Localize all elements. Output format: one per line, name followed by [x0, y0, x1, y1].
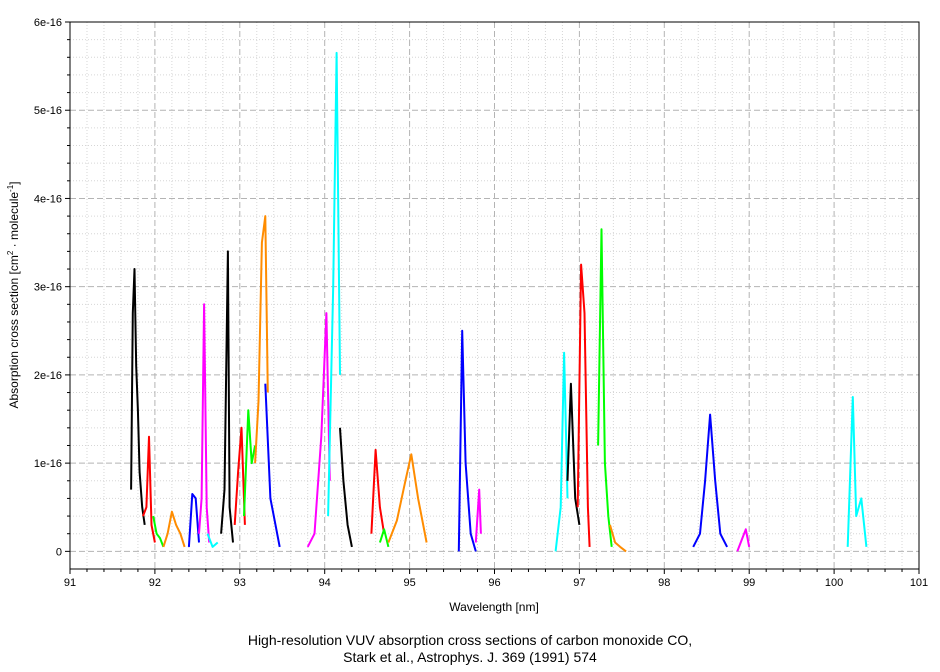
y-axis-ticks: 0 1e-16 2e-16 3e-16 4e-16 5e-16 6e-16: [34, 17, 70, 558]
spectrum-series-line: [378, 528, 390, 548]
spectrum-series-line: [187, 493, 200, 547]
spectrum-series-line: [339, 427, 353, 548]
spectrum-series-line: [387, 453, 428, 543]
spectrum-series-line: [206, 533, 219, 548]
spectrum-series-line: [264, 383, 281, 548]
x-tick-label: 93: [234, 577, 246, 589]
spectrum-series-line: [576, 263, 591, 547]
spectrum-series-line: [457, 329, 477, 552]
spectrum-series-line: [162, 510, 186, 548]
spectra-series: [130, 51, 868, 553]
spectrum-series-line: [220, 250, 234, 543]
spectrum-series-line: [198, 303, 211, 543]
x-tick-label: 91: [64, 577, 76, 589]
caption-line-2: Stark et al., Astrophys. J. 369 (1991) 5…: [343, 649, 597, 665]
y-tick-label: 6e-16: [34, 17, 62, 29]
spectrum-series-line: [306, 312, 331, 548]
y-tick-label: 0: [56, 546, 62, 558]
y-axis-title: Absorption cross section [cm2 · molecule…: [6, 181, 21, 408]
x-tick-label: 95: [403, 577, 415, 589]
spectrum-series-line: [736, 528, 751, 552]
y-axis-title-sup2: -1: [6, 184, 15, 192]
spectrum-series-line: [243, 409, 257, 517]
spectrum-series-line: [474, 488, 482, 543]
spectrum-series-line: [566, 382, 581, 526]
spectrum-series-line: [254, 215, 269, 464]
spectrum-series-line: [370, 448, 386, 534]
y-axis-title-end: ]: [7, 181, 21, 184]
x-tick-label: 101: [910, 577, 928, 589]
y-tick-label: 3e-16: [34, 282, 62, 294]
y-axis-title-mid: · molecule: [7, 192, 21, 251]
x-axis-title: Wavelength [nm]: [449, 600, 539, 614]
y-tick-label: 5e-16: [34, 105, 62, 117]
spectrum-series-line: [692, 413, 728, 548]
spectrum-series-line: [609, 524, 627, 553]
spectrum-series-line: [554, 351, 569, 552]
x-tick-label: 94: [319, 577, 331, 589]
y-tick-label: 1e-16: [34, 458, 62, 470]
spectrum-series-line: [142, 435, 156, 543]
y-tick-label: 4e-16: [34, 193, 62, 205]
x-tick-label: 96: [488, 577, 500, 589]
chart: 91 92 93 94 95 96 97 98 99 100 101 0 1e-16 2e-16 3e-1…: [6, 17, 928, 614]
spectrum-series-line: [327, 51, 341, 517]
x-tick-label: 92: [149, 577, 161, 589]
x-tick-label: 97: [573, 577, 585, 589]
y-axis-title-sup1: 2: [6, 250, 15, 255]
x-tick-label: 100: [825, 577, 843, 589]
y-tick-label: 2e-16: [34, 370, 62, 382]
spectrum-series-line: [233, 426, 246, 525]
spectrum-series-line: [130, 268, 146, 526]
x-tick-label: 99: [743, 577, 755, 589]
x-axis-ticks: 91 92 93 94 95 96 97 98 99 100 101: [64, 569, 928, 589]
minor-grid: [70, 22, 919, 569]
spectrum-series-line: [152, 515, 165, 548]
caption-line-1: High-resolution VUV absorption cross sec…: [247, 632, 693, 648]
y-axis-title-main: Absorption cross section [cm: [7, 255, 21, 408]
figure-caption: High-resolution VUV absorption cross sec…: [0, 632, 940, 666]
major-grid: [70, 22, 919, 569]
spectrum-series-line: [846, 396, 868, 548]
x-tick-label: 98: [658, 577, 670, 589]
